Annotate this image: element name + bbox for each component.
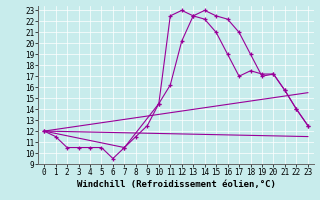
X-axis label: Windchill (Refroidissement éolien,°C): Windchill (Refroidissement éolien,°C) xyxy=(76,180,276,189)
